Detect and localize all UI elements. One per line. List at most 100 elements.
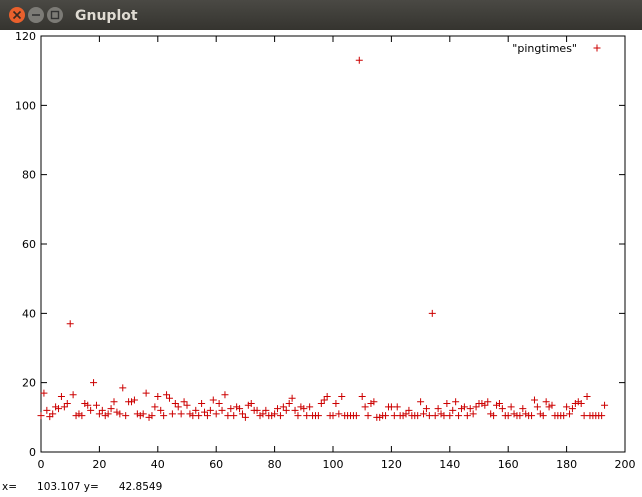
point bbox=[122, 412, 130, 420]
point bbox=[364, 412, 372, 420]
point bbox=[466, 405, 474, 413]
point bbox=[516, 412, 524, 420]
point bbox=[110, 398, 118, 406]
point bbox=[233, 403, 241, 411]
point bbox=[545, 403, 553, 411]
point bbox=[402, 410, 410, 418]
point bbox=[382, 412, 390, 420]
point bbox=[601, 401, 609, 409]
point bbox=[533, 403, 541, 411]
point bbox=[43, 406, 51, 414]
point bbox=[530, 396, 538, 404]
point bbox=[580, 412, 588, 420]
point bbox=[236, 405, 244, 413]
status-text: x= 103.107 y= 42.8549 bbox=[2, 481, 162, 493]
point bbox=[151, 403, 159, 411]
maximize-button[interactable] bbox=[47, 7, 63, 23]
point bbox=[78, 412, 86, 420]
point bbox=[95, 410, 103, 418]
point bbox=[498, 405, 506, 413]
point bbox=[577, 399, 585, 407]
point bbox=[452, 398, 460, 406]
point bbox=[133, 410, 141, 418]
point bbox=[440, 412, 448, 420]
point bbox=[574, 398, 582, 406]
point bbox=[113, 408, 121, 416]
point bbox=[160, 412, 168, 420]
point bbox=[241, 413, 249, 421]
point bbox=[297, 403, 305, 411]
point bbox=[510, 410, 518, 418]
point bbox=[104, 410, 112, 418]
close-button[interactable] bbox=[9, 7, 25, 23]
point bbox=[268, 412, 276, 420]
point bbox=[186, 410, 194, 418]
point bbox=[422, 405, 430, 413]
point bbox=[481, 401, 489, 409]
point bbox=[52, 403, 60, 411]
point bbox=[98, 406, 106, 414]
minimize-button[interactable] bbox=[28, 7, 44, 23]
point bbox=[358, 393, 366, 401]
point bbox=[338, 393, 346, 401]
point bbox=[478, 399, 486, 407]
point bbox=[568, 405, 576, 413]
point bbox=[495, 399, 503, 407]
point bbox=[238, 410, 246, 418]
point bbox=[256, 412, 264, 420]
point bbox=[276, 412, 284, 420]
point bbox=[247, 399, 255, 407]
point bbox=[244, 401, 252, 409]
point bbox=[165, 394, 173, 402]
point bbox=[457, 405, 465, 413]
point bbox=[183, 401, 191, 409]
point bbox=[484, 398, 492, 406]
x-tick-label: 140 bbox=[439, 458, 460, 471]
y-tick-label: 40 bbox=[22, 307, 36, 320]
point bbox=[323, 393, 331, 401]
point bbox=[221, 391, 229, 399]
point bbox=[320, 396, 328, 404]
point bbox=[519, 405, 527, 413]
point bbox=[180, 398, 188, 406]
point bbox=[139, 410, 147, 418]
point bbox=[274, 405, 282, 413]
point bbox=[198, 399, 206, 407]
point bbox=[306, 403, 314, 411]
point bbox=[446, 412, 454, 420]
point bbox=[493, 401, 501, 409]
point bbox=[128, 398, 136, 406]
point bbox=[376, 413, 384, 421]
point bbox=[329, 412, 337, 420]
point bbox=[66, 320, 74, 328]
point bbox=[224, 412, 232, 420]
point bbox=[285, 399, 293, 407]
point bbox=[60, 403, 68, 411]
point bbox=[428, 309, 436, 317]
y-tick-label: 60 bbox=[22, 238, 36, 251]
point bbox=[209, 396, 217, 404]
point bbox=[291, 406, 299, 414]
x-tick-label: 60 bbox=[209, 458, 223, 471]
point bbox=[300, 405, 308, 413]
point bbox=[189, 412, 197, 420]
point bbox=[472, 403, 480, 411]
point bbox=[437, 410, 445, 418]
point bbox=[75, 410, 83, 418]
point bbox=[504, 412, 512, 420]
point bbox=[227, 405, 235, 413]
point bbox=[57, 393, 65, 401]
point bbox=[399, 412, 407, 420]
point bbox=[215, 399, 223, 407]
point bbox=[192, 406, 200, 414]
point bbox=[136, 412, 144, 420]
point bbox=[417, 398, 425, 406]
point bbox=[72, 412, 80, 420]
point bbox=[571, 399, 579, 407]
point bbox=[212, 410, 220, 418]
point bbox=[84, 401, 92, 409]
point bbox=[390, 412, 398, 420]
point bbox=[463, 412, 471, 420]
point bbox=[294, 412, 302, 420]
point bbox=[288, 394, 296, 402]
